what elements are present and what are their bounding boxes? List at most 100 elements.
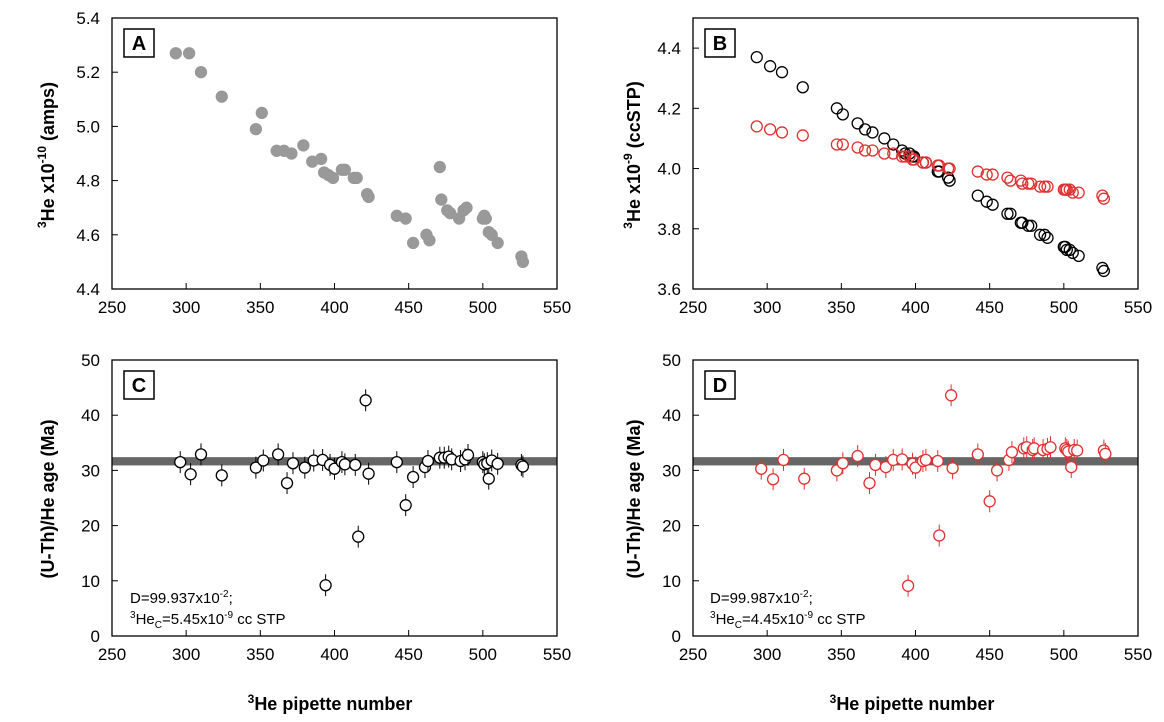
- panel-b-series-1-point: [830, 138, 844, 151]
- panel-a-series-0-point: [255, 106, 268, 119]
- panel-b-xtick-label: 500: [1050, 298, 1078, 317]
- panel-b-series-0-point: [866, 126, 879, 139]
- panel-d-series-0-point: [755, 462, 768, 475]
- panel-a-series-0-point: [435, 193, 448, 206]
- panel-b-series-1-point: [1072, 186, 1085, 199]
- panel-b-series-1-point: [1033, 180, 1047, 193]
- panel-d-series-0-point: [863, 476, 876, 490]
- panel-b-series-0-point: [836, 108, 849, 121]
- panel-b-series-0-point: [1033, 228, 1047, 241]
- panel-a-series-0-point: [479, 212, 492, 225]
- panel-b-series-1-point: [866, 144, 879, 157]
- panel-b-series-0-point: [763, 60, 777, 73]
- panel-c-annotation-line1: D=99.937x10-2;: [130, 589, 233, 607]
- panel-d-xtick-label: 400: [901, 645, 929, 664]
- panel-b-series-1-point: [1066, 186, 1079, 199]
- panel-b-series-0-point: [1060, 243, 1073, 257]
- panel-c-series-0-point: [215, 469, 228, 482]
- panel-d-series-0-point: [1005, 446, 1019, 459]
- panel-b-series-0-point: [750, 50, 763, 64]
- panel-b-series-1-point: [1001, 171, 1014, 184]
- panel-c-series-0-point: [280, 476, 294, 490]
- panel-d-label-box: [704, 370, 736, 400]
- panel-d-series-0-point: [1099, 447, 1112, 460]
- panel-d-series-0-point: [971, 448, 984, 461]
- panel-d-label: D: [713, 375, 727, 397]
- panel-d-ytick-label: 40: [662, 406, 681, 425]
- panel-b-series-1-point: [916, 156, 930, 169]
- panel-b-series-0-point: [986, 198, 999, 211]
- panel-c-xtick-label: 400: [320, 645, 348, 664]
- panel-d-series-0-point: [901, 579, 915, 592]
- panel-a-series-0-point: [406, 236, 420, 250]
- panel-d-series-0-point: [777, 453, 790, 467]
- panel-b-xtick-label: 250: [679, 298, 707, 317]
- panel-c-xtick-label: 450: [394, 645, 422, 664]
- panel-c-ytick-label: 50: [81, 351, 100, 370]
- panel-a-series-0-point: [194, 66, 208, 79]
- panel-b-series-1-point: [1060, 183, 1073, 196]
- panel-d-series-0-point: [946, 462, 959, 475]
- panel-c-series-0-point: [359, 394, 372, 407]
- panel-d-xtick-label: 350: [827, 645, 855, 664]
- panel-a-xtick-label: 450: [394, 298, 422, 317]
- panel-a-series-0-point: [491, 236, 504, 250]
- panel-b-series-1-point: [851, 141, 864, 154]
- panel-c-series-0-point: [257, 454, 270, 467]
- panel-a-series-0-point: [182, 47, 196, 60]
- panel-a-series-0-point: [249, 122, 263, 136]
- panel-a-series-0-point: [338, 163, 352, 176]
- panel-b-xtick-label: 450: [975, 298, 1003, 317]
- panel-c-series-0-point: [399, 499, 412, 512]
- panel-d-ytick-label: 30: [662, 461, 681, 480]
- panel-d-series-0-point: [933, 529, 946, 542]
- panel-b-series-1-point: [980, 168, 993, 181]
- panel-c-series-0-point: [421, 454, 435, 468]
- panel-a-ylabel: 3He x10-10 (amps): [35, 82, 58, 228]
- panel-b-series-1-point: [1016, 177, 1029, 190]
- panel-b-series-0-point: [830, 102, 844, 115]
- panel-c: (U-Th)/He age (Ma) D=99.937x10-2; 3HeC=5…: [38, 351, 571, 714]
- panel-a-series-0-point: [314, 152, 328, 166]
- panel-b-series-0-point: [1025, 219, 1038, 232]
- panel-d-series-0-point: [896, 453, 909, 466]
- panel-c-ytick-label: 40: [81, 406, 100, 425]
- panel-a-xtick-label: 550: [543, 298, 571, 317]
- panel-c-ytick-label: 20: [81, 517, 100, 536]
- panel-b-ytick-label: 4.0: [657, 160, 681, 179]
- panel-b-series-1-point: [986, 168, 999, 181]
- panel-b-ytick-label: 4.4: [657, 39, 681, 58]
- panel-b-series-1-point: [1022, 177, 1035, 190]
- panel-a-series-0-point: [399, 212, 412, 225]
- panel-b-label: B: [713, 33, 727, 55]
- panel-c-xtick-label: 300: [172, 645, 200, 664]
- panel-b-series-1-point: [887, 147, 900, 160]
- panel-b-series-0-point: [858, 123, 872, 136]
- panel-a-frame: [111, 17, 558, 290]
- panel-d-xtick-label: 300: [753, 645, 781, 664]
- panel-c-ytick-label: 10: [81, 572, 100, 591]
- panel-c-series-0-point: [319, 579, 332, 592]
- panel-c-label: C: [132, 375, 146, 397]
- panel-a-ytick-label: 4.4: [76, 280, 100, 299]
- panel-d-xtick-label: 550: [1124, 645, 1152, 664]
- panel-d-ytick-label: 20: [662, 517, 681, 536]
- panel-c-series-0-point: [482, 472, 495, 485]
- panel-b-series-0-point: [1038, 228, 1051, 241]
- panel-b-series-0-point: [796, 81, 809, 94]
- panel-b-series-1-point: [836, 138, 849, 151]
- panel-b-series-1-point: [858, 144, 872, 157]
- panel-c-xtick-label: 250: [98, 645, 126, 664]
- panel-b-series-1-point: [1025, 177, 1038, 190]
- panel-b-series-1-point: [1041, 180, 1054, 193]
- panel-b-series-0-point: [1001, 207, 1014, 220]
- panel-c-xtick-label: 500: [469, 645, 497, 664]
- panel-b-ytick-label: 4.2: [657, 99, 681, 118]
- panel-b-series-1-point: [1004, 174, 1017, 187]
- panel-d-ytick-label: 10: [662, 572, 681, 591]
- panel-d-series-0-point: [931, 454, 944, 468]
- panel-b-series-0-point: [1066, 246, 1079, 260]
- panel-c-xtick-label: 350: [246, 645, 274, 664]
- panel-d-series-0-point: [851, 449, 864, 463]
- panel-b-series-0-point: [878, 132, 891, 145]
